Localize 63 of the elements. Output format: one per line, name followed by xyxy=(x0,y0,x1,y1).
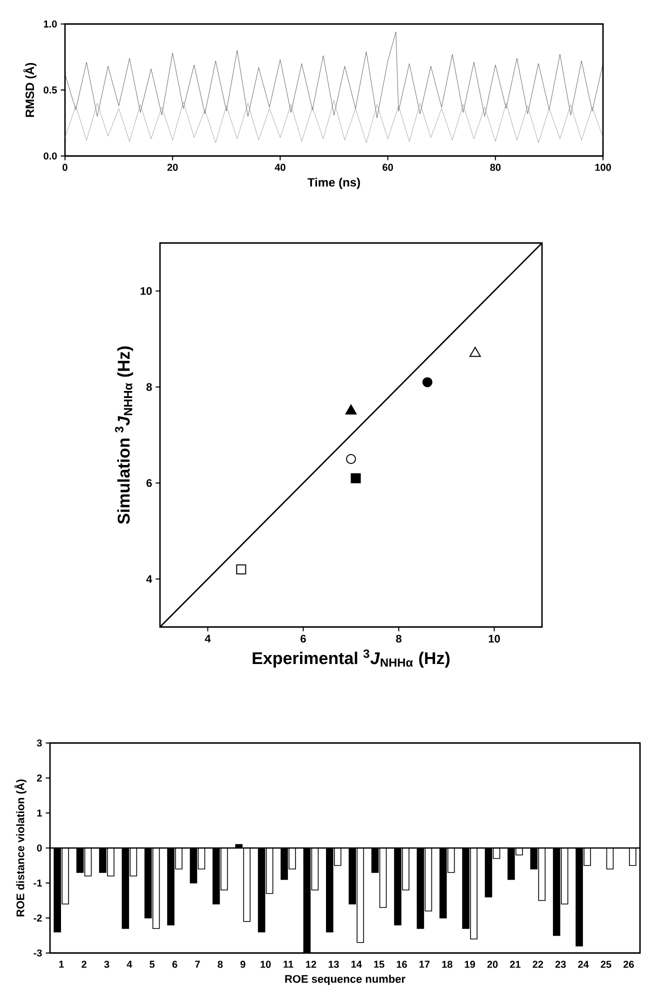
x-tick-label: 20 xyxy=(167,164,178,171)
x-axis-title: ROE sequence number xyxy=(285,974,406,986)
x-tick-label: 23 xyxy=(555,960,566,968)
x-tick-label: 4 xyxy=(204,634,211,642)
y-tick-label: 0.5 xyxy=(44,86,57,94)
x-tick-label: 12 xyxy=(306,960,316,968)
line-series xyxy=(64,100,604,143)
x-tick-label: 9 xyxy=(240,960,246,968)
x-tick-label: 26 xyxy=(623,960,634,968)
point xyxy=(422,377,432,388)
x-tick-label: 15 xyxy=(374,960,384,968)
y-tick-label: 2 xyxy=(36,774,42,782)
point xyxy=(469,346,481,357)
y-tick-label: -2 xyxy=(34,914,42,922)
x-tick-label: 11 xyxy=(284,960,294,968)
y-tick-label: 0.0 xyxy=(44,152,57,160)
x-tick-label: 19 xyxy=(464,960,475,968)
y-tick-label: 1 xyxy=(37,810,42,816)
x-tick-label: 80 xyxy=(490,164,501,171)
x-tick-label: 6 xyxy=(172,960,178,968)
x-axis-title: Time (ns) xyxy=(308,178,360,189)
x-tick-label: 40 xyxy=(274,164,286,171)
x-tick-label: 4 xyxy=(126,960,132,968)
x-tick-label: 1 xyxy=(59,960,64,968)
x-tick-label: 10 xyxy=(488,634,500,643)
x-tick-label: 13 xyxy=(328,960,339,968)
x-tick-label: 7 xyxy=(195,960,200,968)
x-tick-label: 2 xyxy=(82,960,86,968)
x-tick-label: 5 xyxy=(150,960,155,968)
y-tick-label: 0 xyxy=(37,844,42,852)
x-tick-label: 18 xyxy=(442,960,452,968)
point xyxy=(346,454,356,464)
x-tick-label: 60 xyxy=(382,164,393,171)
point xyxy=(350,473,361,484)
y-axis-title: ROE distance violation (Å) xyxy=(14,779,26,916)
y-tick-label: 1.0 xyxy=(44,20,57,28)
x-tick-label: 17 xyxy=(419,960,430,968)
x-tick-label: 6 xyxy=(300,634,306,643)
y-tick-label: -3 xyxy=(34,949,42,957)
y-axis-title: Simulation $^{3}$J$_{NHHα}$ (Hz) xyxy=(114,346,134,524)
x-tick-label: 20 xyxy=(487,960,498,968)
point xyxy=(345,404,357,415)
x-tick-label: 14 xyxy=(351,960,362,968)
x-tick-label: 22 xyxy=(532,960,544,968)
x-tick-label: 8 xyxy=(396,634,402,643)
x-tick-label: 10 xyxy=(260,960,271,968)
x-axis-title: Experimental $^{3}$J$_{NHHα}$ (Hz) xyxy=(252,649,450,668)
x-tick-label: 100 xyxy=(595,164,611,171)
x-tick-label: 16 xyxy=(396,960,407,968)
x-tick-label: 3 xyxy=(104,960,110,968)
y-tick-label: 6 xyxy=(146,479,152,487)
x-tick-label: 0 xyxy=(62,164,68,171)
y-tick-label: 3 xyxy=(36,739,42,747)
y-axis-title: RMSD (Å) xyxy=(23,62,36,117)
y-tick-label: 10 xyxy=(140,287,152,295)
y-tick-label: 4 xyxy=(146,575,152,583)
x-tick-label: 8 xyxy=(218,960,223,968)
point xyxy=(236,564,246,574)
y-tick-label: -1 xyxy=(34,880,42,886)
x-tick-label: 21 xyxy=(510,960,520,968)
y-tick-label: 8 xyxy=(146,383,152,391)
x-tick-label: 24 xyxy=(578,960,589,968)
x-tick-label: 25 xyxy=(600,960,612,968)
